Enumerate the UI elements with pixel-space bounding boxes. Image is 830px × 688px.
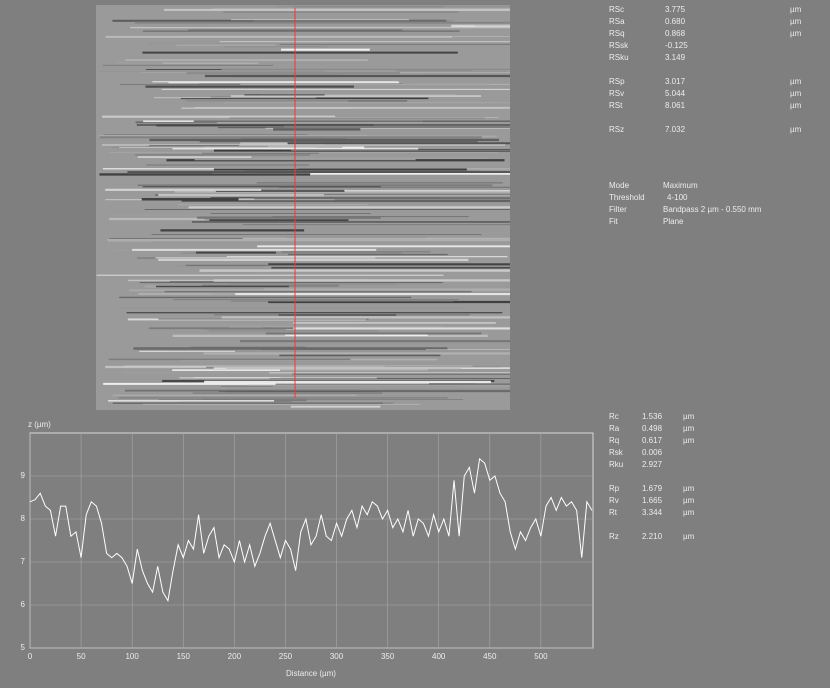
param-unit: µm (683, 424, 695, 433)
param-name: RSp (609, 77, 625, 86)
param-name: RSsk (609, 41, 629, 50)
x-tick-label: 250 (279, 652, 293, 661)
y-tick-label: 5 (21, 643, 26, 652)
param-value: 8.061 (665, 101, 686, 110)
param-name: Rq (609, 436, 619, 445)
x-tick-label: 200 (228, 652, 242, 661)
param-value: 1.665 (642, 496, 663, 505)
param-name: RSz (609, 125, 624, 134)
setting-value: Bandpass 2 µm - 0.550 mm (663, 205, 762, 214)
plot-area (30, 433, 593, 648)
x-tick-label: 0 (28, 652, 33, 661)
setting-label: Filter (609, 205, 627, 214)
param-value: 0.617 (642, 436, 663, 445)
param-value: 3.775 (665, 5, 686, 14)
param-name: RSku (609, 53, 629, 62)
x-tick-label: 450 (483, 652, 497, 661)
param-value: 3.017 (665, 77, 686, 86)
param-name: RSv (609, 89, 624, 98)
x-tick-label: 400 (432, 652, 446, 661)
param-unit: µm (683, 532, 695, 541)
param-unit: µm (683, 508, 695, 517)
y-tick-label: 8 (21, 514, 26, 523)
y-tick-label: 7 (21, 557, 26, 566)
screen: z (µm) Distance (µm) RSc 3.775 µm RSa 0.680 µ… (0, 0, 830, 688)
param-value: 7.032 (665, 125, 686, 134)
param-unit: µm (790, 17, 802, 26)
param-name: RSt (609, 101, 623, 110)
param-value: 3.149 (665, 53, 686, 62)
param-value: 0.680 (665, 17, 686, 26)
param-unit: µm (790, 89, 802, 98)
param-name: RSa (609, 17, 625, 26)
y-tick-label: 6 (21, 600, 26, 609)
surface-image (96, 5, 510, 410)
x-tick-label: 100 (125, 652, 139, 661)
param-unit: µm (790, 77, 802, 86)
param-unit: µm (790, 5, 802, 14)
param-value: 5.044 (665, 89, 686, 98)
y-tick-label: 9 (21, 471, 26, 480)
param-unit: µm (683, 484, 695, 493)
param-name: Rz (609, 532, 619, 541)
setting-label: Fit (609, 217, 619, 226)
param-name: Rku (609, 460, 623, 469)
param-name: Rp (609, 484, 620, 493)
param-value: 0.868 (665, 29, 686, 38)
param-unit: µm (683, 496, 695, 505)
param-name: RSc (609, 5, 624, 14)
param-unit: µm (790, 101, 802, 110)
setting-value: 4-100 (667, 193, 688, 202)
param-value: 2.927 (642, 460, 663, 469)
param-name: Rsk (609, 448, 624, 457)
setting-label: Threshold (609, 193, 645, 202)
param-unit: µm (683, 436, 695, 445)
setting-value: Plane (663, 217, 684, 226)
x-axis-label: Distance (µm) (286, 669, 336, 678)
param-unit: µm (790, 29, 802, 38)
param-value: 0.498 (642, 424, 663, 433)
setting-value: Maximum (663, 181, 698, 190)
x-tick-label: 350 (381, 652, 395, 661)
param-unit: µm (683, 412, 695, 421)
param-value: -0.125 (665, 41, 688, 50)
param-name: Rv (609, 496, 619, 505)
y-axis-label: z (µm) (28, 420, 51, 429)
param-name: Ra (609, 424, 620, 433)
setting-label: Mode (609, 181, 630, 190)
param-name: RSq (609, 29, 625, 38)
x-tick-label: 50 (77, 652, 86, 661)
param-name: Rt (609, 508, 618, 517)
param-value: 0.006 (642, 448, 663, 457)
param-name: Rc (609, 412, 619, 421)
param-value: 1.679 (642, 484, 663, 493)
param-value: 3.344 (642, 508, 663, 517)
param-value: 1.536 (642, 412, 663, 421)
x-tick-label: 150 (177, 652, 191, 661)
param-unit: µm (790, 125, 802, 134)
x-tick-label: 300 (330, 652, 344, 661)
x-tick-label: 500 (534, 652, 548, 661)
param-value: 2.210 (642, 532, 663, 541)
